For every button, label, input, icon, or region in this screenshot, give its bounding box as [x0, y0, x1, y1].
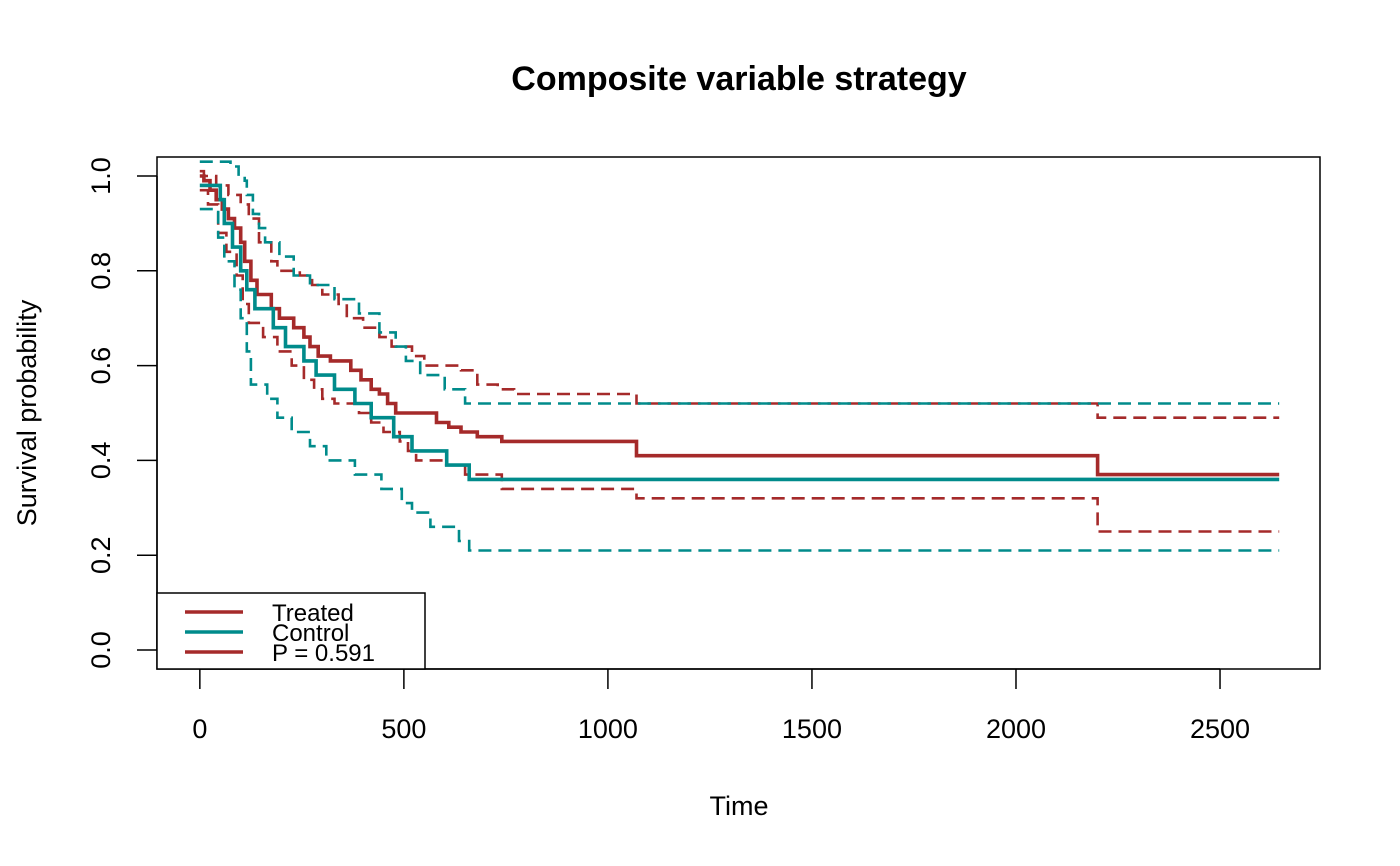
- legend-label-treated: Treated: [272, 600, 354, 627]
- y-tick-label: 0.0: [86, 631, 116, 669]
- y-tick-label: 0.4: [86, 442, 116, 480]
- x-tick-label: 2000: [986, 714, 1046, 744]
- y-axis-label: Survival probability: [12, 299, 42, 526]
- legend-label-pvalue: P = 0.591: [272, 640, 375, 667]
- x-tick-label: 0: [192, 714, 207, 744]
- y-tick-label: 0.8: [86, 252, 116, 290]
- series-line-treated-lower-95-ci: [199, 188, 1280, 533]
- x-tick-label: 2500: [1190, 714, 1250, 744]
- x-tick-label: 1000: [578, 714, 638, 744]
- y-tick-label: 1.0: [86, 157, 116, 195]
- series-line-control: [199, 183, 1280, 482]
- y-axis: 0.0 0.2 0.4 0.6 0.8 1.0: [86, 157, 158, 669]
- x-tick-label: 1500: [782, 714, 842, 744]
- y-tick-label: 0.2: [86, 536, 116, 574]
- x-axis: 0 500 1000 1500 2000 2500: [192, 668, 1250, 744]
- y-tick-label: 0.6: [86, 347, 116, 385]
- survival-curves: [199, 160, 1280, 552]
- legend-label-control: Control: [272, 620, 349, 647]
- chart-title: Composite variable strategy: [511, 60, 966, 98]
- series-line-treated: [199, 174, 1280, 477]
- x-axis-label: Time: [710, 791, 769, 821]
- series-line-control-upper-95-ci: [199, 160, 1280, 405]
- series-line-control-lower-95-ci: [199, 207, 1280, 552]
- x-tick-label: 500: [381, 714, 426, 744]
- legend: Treated Control P = 0.591: [156, 592, 426, 670]
- series-line-treated-upper-95-ci: [199, 169, 1280, 419]
